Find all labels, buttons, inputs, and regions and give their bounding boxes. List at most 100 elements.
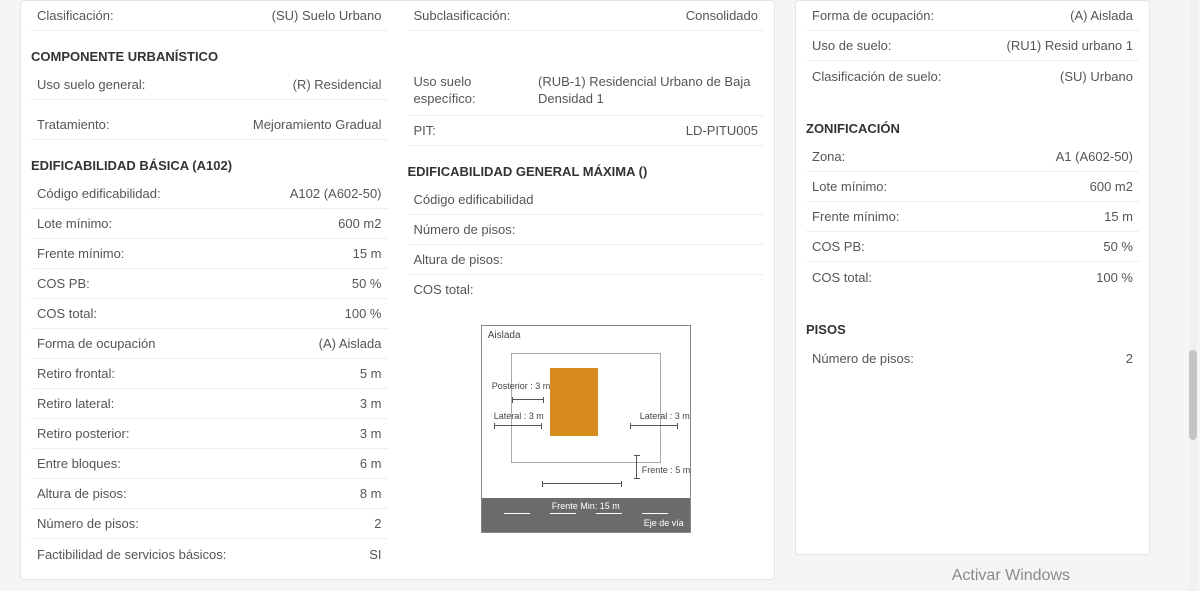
row-uso-especifico: Uso suelo específico: (RUB-1) Residencia… [408, 67, 765, 116]
label: PIT: [414, 123, 436, 138]
label: Forma de ocupación [37, 336, 156, 351]
diagram-eje: Eje de vía [482, 516, 690, 532]
ann-lateral-l: Lateral : 3 m [494, 411, 544, 421]
value: (SU) Suelo Urbano [272, 8, 382, 23]
value: 3 m [360, 426, 382, 441]
section-edif-max: EDIFICABILIDAD GENERAL MÁXIMA () [408, 164, 765, 179]
label: COS total: [37, 306, 97, 321]
row-clasificacion: Clasificación: (SU) Suelo Urbano [31, 1, 388, 31]
label: Forma de ocupación: [812, 8, 934, 23]
table-row: Altura de pisos: [408, 245, 765, 275]
label: Subclasificación: [414, 8, 511, 23]
ann-lateral-r: Lateral : 3 m [640, 411, 690, 421]
table-row: Entre bloques:6 m [31, 449, 388, 479]
table-row: Lote mínimo: 600 m2 [806, 172, 1139, 202]
value: (R) Residencial [293, 77, 382, 92]
row-pit: PIT: LD-PITU005 [408, 116, 765, 146]
value: 2 [374, 516, 381, 531]
value: A1 (A602-50) [1056, 149, 1133, 164]
value: (RU1) Resid urbano 1 [1007, 38, 1133, 53]
row-uso-general: Uso suelo general: (R) Residencial [31, 70, 388, 100]
value: (RUB-1) Residencial Urbano de Baja Densi… [538, 74, 758, 108]
label: Retiro posterior: [37, 426, 129, 441]
table-row: COS PB:50 % [806, 232, 1139, 262]
value: 2 [1126, 351, 1133, 366]
table-row: Uso de suelo: (RU1) Resid urbano 1 [806, 31, 1139, 61]
label: Clasificación de suelo: [812, 69, 941, 84]
table-row: Retiro lateral: 3 m [31, 389, 388, 419]
diagram-title: Aislada [482, 326, 690, 345]
table-row: Forma de ocupación(A) Aislada [31, 329, 388, 359]
left-panel: Clasificación: (SU) Suelo Urbano COMPONE… [20, 0, 775, 580]
value: (A) Aislada [1070, 8, 1133, 23]
scroll-thumb[interactable] [1189, 350, 1197, 440]
diagram-box: Aislada Posterior : 3 m Lateral : 3 m La… [481, 325, 691, 533]
scrollbar[interactable] [1189, 0, 1197, 591]
table-row: Retiro frontal:5 m [31, 359, 388, 389]
label: Retiro frontal: [37, 366, 115, 381]
label: Número de pisos: [37, 516, 139, 531]
value: 50 % [352, 276, 382, 291]
label: Uso suelo general: [37, 77, 145, 92]
value: 50 % [1103, 239, 1133, 254]
label: Número de pisos: [414, 222, 516, 237]
table-row: Clasificación de suelo:(SU) Urbano [806, 61, 1139, 91]
edif-max-list: Código edificabilidad Número de pisos: Alt… [408, 185, 765, 305]
value: 600 m2 [338, 216, 381, 231]
label: COS total: [414, 282, 474, 297]
left-column-b: Subclasificación: Consolidado Uso suelo … [408, 1, 765, 569]
label: Código edificabilidad: [37, 186, 161, 201]
label: Número de pisos: [812, 351, 914, 366]
table-row: Número de pisos: 2 [31, 509, 388, 539]
label: Altura de pisos: [37, 486, 127, 501]
label: Lote mínimo: [812, 179, 887, 194]
zonificacion-list: Zona: A1 (A602-50) Lote mínimo: 600 m2 Frent… [806, 142, 1139, 292]
right-panel: Forma de ocupación: (A) Aislada Uso de sue… [795, 0, 1150, 555]
table-row: COS total: 100 % [31, 299, 388, 329]
row-subclasificacion: Subclasificación: Consolidado [408, 1, 765, 31]
table-row: COS PB: 50 % [31, 269, 388, 299]
building-block [550, 368, 598, 436]
value: 8 m [360, 486, 382, 501]
label: Uso de suelo: [812, 38, 892, 53]
table-row: Código edificabilidad [408, 185, 765, 215]
page-root: Clasificación: (SU) Suelo Urbano COMPONE… [0, 0, 1200, 580]
label: COS PB: [37, 276, 90, 291]
label: Zona: [812, 149, 845, 164]
value: A102 (A602-50) [290, 186, 382, 201]
value: SI [369, 547, 381, 562]
label: Frente mínimo: [37, 246, 124, 261]
ann-posterior: Posterior : 3 m [492, 381, 551, 391]
table-row: Retiro posterior: 3 m [31, 419, 388, 449]
section-pisos: PISOS [806, 322, 1139, 337]
table-row: Zona: A1 (A602-50) [806, 142, 1139, 172]
label: Entre bloques: [37, 456, 121, 471]
table-row: COS total: [408, 275, 765, 305]
table-row: Factibilidad de servicios básicos: SI [31, 539, 388, 569]
value: 3 m [360, 396, 382, 411]
label: Frente mínimo: [812, 209, 899, 224]
label: Retiro lateral: [37, 396, 114, 411]
pisos-list: Número de pisos: 2 [806, 343, 1139, 373]
label: Factibilidad de servicios básicos: [37, 547, 226, 562]
ann-frente: Frente : 5 m [642, 465, 691, 475]
value: 100 % [1096, 270, 1133, 285]
value: 100 % [345, 306, 382, 321]
left-column-a: Clasificación: (SU) Suelo Urbano COMPONE… [31, 1, 388, 569]
table-row: COS total:100 % [806, 262, 1139, 292]
right-top-list: Forma de ocupación: (A) Aislada Uso de sue… [806, 1, 1139, 91]
windows-watermark: Activar Windows [952, 567, 1070, 585]
table-row: Número de pisos: [408, 215, 765, 245]
value: Consolidado [686, 8, 758, 23]
table-row: Forma de ocupación: (A) Aislada [806, 1, 1139, 31]
table-row: Código edificabilidad: A102 (A602-50) [31, 179, 388, 209]
table-row: Número de pisos: 2 [806, 343, 1139, 373]
label: Uso suelo específico: [414, 74, 504, 108]
value: 600 m2 [1090, 179, 1133, 194]
value: 15 m [353, 246, 382, 261]
table-row: Altura de pisos: 8 m [31, 479, 388, 509]
value: LD-PITU005 [686, 123, 758, 138]
table-row: Frente mínimo:15 m [806, 202, 1139, 232]
occupation-diagram: Aislada Posterior : 3 m Lateral : 3 m La… [408, 325, 765, 533]
section-componente: COMPONENTE URBANÍSTICO [31, 49, 388, 64]
